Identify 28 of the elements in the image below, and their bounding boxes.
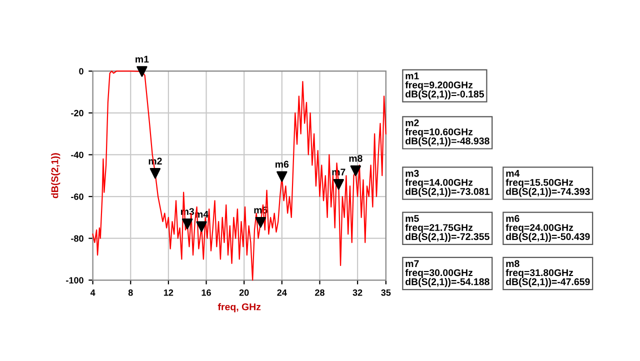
x-tick-label: 24 xyxy=(277,289,287,296)
text: m5 freq=21.75GHz dB(S(2,1))=-72.355 xyxy=(405,215,490,242)
y-tick-label: -20 xyxy=(71,110,84,116)
x-tick-label: 32 xyxy=(352,289,362,296)
x-tick-label: 20 xyxy=(239,289,249,296)
text: m7 freq=30.00GHz dB(S(2,1))=-54.188 xyxy=(405,260,490,288)
annotation: m6 xyxy=(276,160,289,168)
y-tick-label: -40 xyxy=(71,152,84,158)
x-tick-label: 4 xyxy=(90,289,96,296)
text: m4 freq=15.50GHz dB(S(2,1))=-74.393 xyxy=(506,170,590,197)
text: m6 freq=24.00GHz dB(S(2,1))=-50.439 xyxy=(506,215,590,242)
text: m1 freq=9.200GHz dB(S(2,1))=-0.185 xyxy=(405,72,484,100)
y-tick-label: -100 xyxy=(66,277,84,284)
x-tick-label: 8 xyxy=(128,289,133,296)
x-tick-label: 35 xyxy=(381,289,391,296)
y-tick-label: 0 xyxy=(79,68,84,74)
text: m8 freq=31.80GHz dB(S(2,1))=-47.659 xyxy=(506,260,590,288)
y-tick-label: -60 xyxy=(71,193,84,200)
text: m3 freq=14.00GHz dB(S(2,1))=-73.081 xyxy=(405,170,490,197)
x-tick-label: 12 xyxy=(164,289,174,296)
annotation: m8 xyxy=(349,154,362,162)
x-tick-label: 28 xyxy=(315,289,324,296)
y-axis-title: dB(S(2,1)) xyxy=(51,153,60,198)
annotation: m1 xyxy=(136,56,149,63)
x-axis-title: freq, GHz xyxy=(218,303,261,312)
x-tick-label: 16 xyxy=(202,289,211,296)
text: m2 freq=10.60GHz dB(S(2,1))=-48.938 xyxy=(405,119,490,146)
y-tick-label: -80 xyxy=(71,235,84,242)
